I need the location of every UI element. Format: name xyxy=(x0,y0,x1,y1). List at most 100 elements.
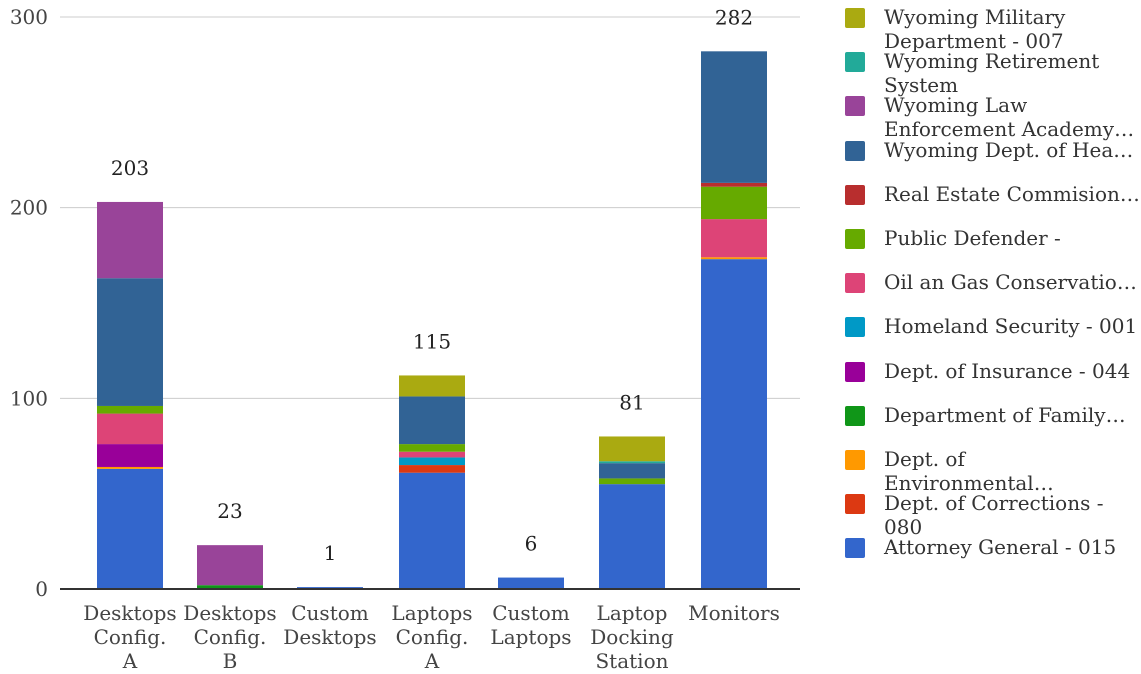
legend-label: Wyoming Dept. of Hea… xyxy=(884,137,1134,162)
bar-total-label: 23 xyxy=(217,499,242,523)
legend-item: Wyoming Law Enforcement Academy… xyxy=(840,90,1140,141)
bar-total-label: 282 xyxy=(715,5,753,29)
y-tick-label: 200 xyxy=(10,196,48,220)
legend-swatch xyxy=(845,273,865,294)
x-category-label-line: Laptops xyxy=(391,601,472,625)
y-tick-label: 300 xyxy=(10,5,48,29)
y-tick-label: 100 xyxy=(10,386,48,410)
bar-segment xyxy=(97,468,163,589)
x-category-label-line: Docking xyxy=(590,625,674,649)
bar-segment xyxy=(399,444,465,452)
x-category-label: Custom Desktops xyxy=(283,601,376,649)
legend-label: Oil an Gas Conservatio… xyxy=(884,270,1137,295)
legend-swatch xyxy=(845,8,865,28)
bar-total-label: 115 xyxy=(413,329,451,353)
x-category-label: Laptop Docking Station xyxy=(590,601,674,673)
y-tick-label: 0 xyxy=(35,577,48,601)
legend-swatch xyxy=(845,317,865,338)
x-category-label-line: Config. xyxy=(94,625,167,649)
bar-segment xyxy=(97,278,163,406)
x-category-label-line: Station xyxy=(595,649,668,673)
bar-segment xyxy=(197,585,263,589)
legend: Wyoming Military Department - 007 Wyoming… xyxy=(840,2,1140,576)
legend-item: Public Defender - xyxy=(840,223,1140,267)
bar-segment xyxy=(599,463,665,479)
legend-item: Attorney General - 015 xyxy=(840,532,1140,576)
x-category-label-line: B xyxy=(223,649,238,673)
bar-segment xyxy=(701,257,767,260)
x-category-label-line: Monitors xyxy=(688,601,780,625)
legend-swatch xyxy=(845,494,865,515)
legend-swatch xyxy=(845,184,865,205)
bar-segment xyxy=(701,186,767,220)
legend-label: Dept. of Corrections - 080 xyxy=(884,491,1104,540)
x-category-label: Desktops Config. A xyxy=(83,601,176,673)
bar-segment xyxy=(701,51,767,183)
bar-segment xyxy=(197,545,263,586)
x-category-label: Custom Laptops xyxy=(490,601,571,649)
legend-swatch xyxy=(845,361,865,382)
x-category-label-line: Config. xyxy=(396,625,469,649)
bar-segment xyxy=(701,219,767,258)
bar-segment xyxy=(97,444,163,467)
legend-item: Homeland Security - 001 xyxy=(840,311,1140,355)
x-category-label: Laptops Config. A xyxy=(391,601,472,673)
bar-segment xyxy=(701,259,767,589)
bar-segment xyxy=(599,461,665,464)
legend-swatch xyxy=(845,538,865,559)
legend-item: Dept. of Corrections - 080 xyxy=(840,488,1140,539)
legend-swatch xyxy=(845,405,865,426)
bar-segment xyxy=(599,478,665,485)
bar-segment xyxy=(399,451,465,458)
bar-segment xyxy=(97,405,163,414)
legend-item: Wyoming Dept. of Hea… xyxy=(840,135,1140,179)
x-category-label-line: Custom xyxy=(492,601,570,625)
x-category-label: Desktops Config. B xyxy=(183,601,276,673)
bar-segment xyxy=(399,375,465,397)
legend-swatch xyxy=(845,140,865,161)
x-category-label: Monitors xyxy=(688,601,780,625)
bar-total-label: 81 xyxy=(619,390,644,414)
bar-total-label: 6 xyxy=(525,532,538,556)
bar-segment xyxy=(701,182,767,187)
legend-swatch xyxy=(845,52,865,73)
legend-label: Wyoming Retirement System xyxy=(884,49,1100,98)
legend-item: Wyoming Military Department - 007 xyxy=(840,2,1140,53)
legend-label: Dept. of Environmental… xyxy=(884,446,1054,495)
bar-segment xyxy=(599,484,665,589)
bar-segment xyxy=(399,457,465,466)
x-category-label-line: Desktops xyxy=(83,601,176,625)
bar-total-label: 203 xyxy=(111,156,149,180)
bar-segment xyxy=(97,413,163,445)
legend-label: Dept. of Insurance - 044 xyxy=(884,358,1131,383)
legend-swatch xyxy=(845,228,865,249)
x-category-label-line: A xyxy=(424,649,440,673)
bars xyxy=(97,51,767,589)
legend-label: Wyoming Law Enforcement Academy… xyxy=(884,93,1135,142)
legend-swatch xyxy=(845,449,865,470)
legend-item: Real Estate Commision… xyxy=(840,179,1140,223)
x-category-label-line: Config. xyxy=(194,625,267,649)
legend-label: Attorney General - 015 xyxy=(884,535,1117,560)
legend-label: Public Defender - xyxy=(884,225,1061,250)
legend-label: Real Estate Commision… xyxy=(884,181,1140,206)
bar-segment xyxy=(599,436,665,462)
x-category-label-line: A xyxy=(122,649,138,673)
legend-item: Dept. of Environmental… xyxy=(840,444,1140,495)
legend-item: Dept. of Insurance - 044 xyxy=(840,356,1140,400)
x-category-label-line: Custom xyxy=(291,601,369,625)
legend-swatch xyxy=(845,96,865,117)
legend-item: Oil an Gas Conservatio… xyxy=(840,267,1140,311)
bar-total-label: 1 xyxy=(324,541,337,565)
bar-segment xyxy=(97,201,163,279)
bar-segment xyxy=(498,577,564,589)
bar-segment xyxy=(399,396,465,445)
x-category-label-line: Laptop xyxy=(597,601,668,625)
bar-segment xyxy=(97,466,163,469)
bar-segment xyxy=(399,472,465,589)
x-category-label-line: Laptops xyxy=(490,625,571,649)
legend-label: Department of Family… xyxy=(884,402,1126,427)
bar-segment xyxy=(399,465,465,473)
